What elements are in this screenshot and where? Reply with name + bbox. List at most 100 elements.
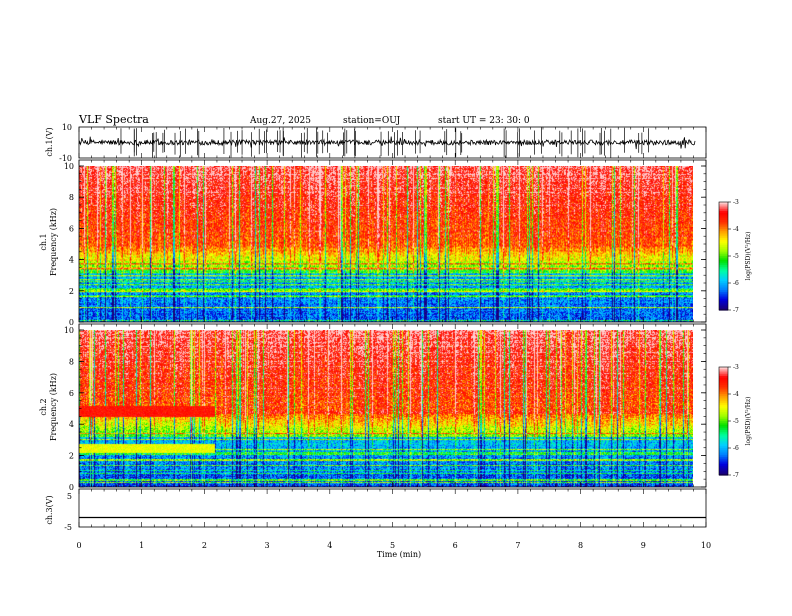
colorbar-tick-label: -3 bbox=[733, 364, 739, 371]
ch1-spectrogram-panel: 0 2 4 6 8 10 ch.1 Frequency (kHz) bbox=[39, 159, 707, 327]
colorbar-segment bbox=[719, 446, 728, 449]
colorbar-segment bbox=[719, 225, 728, 228]
colorbar-segment bbox=[719, 306, 728, 309]
colorbar-segment bbox=[719, 248, 728, 252]
ch1-waveform-line bbox=[78, 136, 696, 150]
colorbar-segment bbox=[719, 236, 728, 239]
colorbar-segment bbox=[719, 299, 728, 302]
ch1-ytick-bottom: -10 bbox=[59, 154, 72, 163]
x-tick-label: 9 bbox=[641, 541, 646, 550]
colorbar-segment bbox=[719, 308, 728, 311]
colorbar-segment bbox=[719, 413, 728, 417]
colorbar-segment bbox=[719, 277, 728, 280]
colorbar-segment bbox=[719, 467, 728, 471]
colorbar-segment bbox=[719, 254, 728, 257]
colorbar-segment bbox=[719, 422, 728, 426]
colorbar-segment bbox=[719, 399, 728, 402]
spec-ytick-label: 2 bbox=[69, 452, 74, 461]
colorbar-segment bbox=[719, 265, 728, 268]
colorbar-segment bbox=[719, 424, 728, 427]
colorbar-segment bbox=[719, 207, 728, 210]
colorbar-segment bbox=[719, 453, 728, 456]
colorbar-segment bbox=[719, 284, 728, 288]
colorbar-segment bbox=[719, 386, 728, 390]
colorbar-segment bbox=[719, 439, 728, 442]
colorbar-segment bbox=[719, 426, 728, 429]
colorbar-segment bbox=[719, 395, 728, 399]
colorbar-segment bbox=[719, 401, 728, 404]
colorbar-label: log(PSD)(V²/Hz) bbox=[745, 397, 752, 446]
ch3-waveform-frame bbox=[78, 488, 707, 528]
colorbar-tick-label: -6 bbox=[733, 280, 739, 287]
colorbar-segment bbox=[719, 268, 728, 271]
ch1-spectrogram-yticks: 0 2 4 6 8 10 bbox=[64, 162, 706, 327]
colorbar-segment bbox=[719, 270, 728, 273]
time-axis-label: Time (min) bbox=[377, 550, 421, 559]
ch2-spectrogram-ylabel-channel: ch.2 bbox=[39, 398, 48, 415]
colorbar-segment bbox=[719, 377, 728, 381]
colorbar-segment bbox=[719, 211, 728, 214]
ch1-ytick-top: 10 bbox=[62, 123, 72, 132]
colorbar-segment bbox=[719, 232, 728, 235]
colorbar-segment bbox=[719, 451, 728, 454]
colorbar-segment bbox=[719, 297, 728, 300]
colorbar-tick-label: -6 bbox=[733, 445, 739, 452]
colorbar-segment bbox=[719, 431, 728, 435]
spec-ytick-label: 6 bbox=[69, 389, 74, 398]
spec-ytick-label: 4 bbox=[69, 420, 74, 429]
colorbar-tick-label: -4 bbox=[733, 391, 739, 398]
x-tick-label: 0 bbox=[76, 541, 81, 550]
spec-ytick-label: 8 bbox=[69, 357, 74, 366]
header-station: station=OUJ bbox=[343, 116, 401, 126]
colorbar-segment bbox=[719, 304, 728, 307]
ch2-spectrogram-yticks: 0 2 4 6 8 10 bbox=[64, 326, 706, 492]
colorbar-segment bbox=[719, 383, 728, 386]
x-tick-label: 7 bbox=[515, 541, 520, 550]
colorbar-segment bbox=[719, 288, 728, 291]
colorbar-segment bbox=[719, 455, 728, 458]
colorbar-segment bbox=[719, 368, 728, 372]
colorbar-segment bbox=[719, 449, 728, 453]
colorbar-segment bbox=[719, 229, 728, 232]
header-start-ut: start UT = 23: 30: 0 bbox=[438, 116, 530, 126]
colorbar-segment bbox=[719, 428, 728, 431]
colorbar-segment bbox=[719, 290, 728, 293]
colorbar-segment bbox=[719, 279, 728, 282]
colorbar-tick-label: -7 bbox=[733, 307, 739, 314]
colorbar-segment bbox=[719, 379, 728, 382]
colorbar-segment bbox=[719, 216, 728, 219]
x-tick-label: 3 bbox=[265, 541, 270, 550]
ch3-ytick-top: 5 bbox=[67, 492, 72, 501]
colorbar-segment bbox=[719, 466, 728, 469]
colorbar-segment bbox=[719, 221, 728, 225]
colorbar-segment bbox=[719, 410, 728, 413]
colorbar-segment bbox=[719, 381, 728, 384]
colorbar-segment bbox=[719, 272, 728, 275]
colorbar-segment bbox=[719, 209, 728, 212]
colorbar-segment bbox=[719, 437, 728, 440]
colorbar-segment bbox=[719, 448, 728, 451]
colorbar-tick-label: -4 bbox=[733, 226, 739, 233]
colorbar-segment bbox=[719, 392, 728, 395]
ch2-spectrogram-image bbox=[79, 330, 693, 487]
colorbar-segment bbox=[719, 252, 728, 255]
spec-ytick-label: 10 bbox=[64, 326, 74, 335]
colorbar-segment bbox=[719, 390, 728, 393]
colorbar-segment bbox=[719, 471, 728, 474]
colorbar-segment bbox=[719, 220, 728, 223]
colorbar-segment bbox=[719, 218, 728, 221]
colorbar-segment bbox=[719, 205, 728, 208]
ch2-spectrogram-panel: 0 2 4 6 8 10 ch.2 Frequency (kHz) bbox=[39, 323, 707, 492]
colorbar-segment bbox=[719, 404, 728, 408]
spec-ytick-label: 10 bbox=[64, 162, 74, 171]
ch1-spectrogram-ylabel-channel: ch.1 bbox=[39, 233, 48, 250]
colorbar-label: log(PSD)(V²/Hz) bbox=[745, 232, 752, 281]
x-tick-label: 1 bbox=[139, 541, 144, 550]
colorbar-segment bbox=[719, 256, 728, 259]
colorbar-segment bbox=[719, 473, 728, 476]
colorbar-segment bbox=[719, 261, 728, 264]
time-axis-tick-labels: 0 1 2 3 4 5 6 7 8 9 10 bbox=[76, 541, 711, 550]
colorbar-tick-label: -7 bbox=[733, 472, 739, 479]
colorbar-segment bbox=[719, 293, 728, 297]
x-tick-label: 2 bbox=[202, 541, 207, 550]
